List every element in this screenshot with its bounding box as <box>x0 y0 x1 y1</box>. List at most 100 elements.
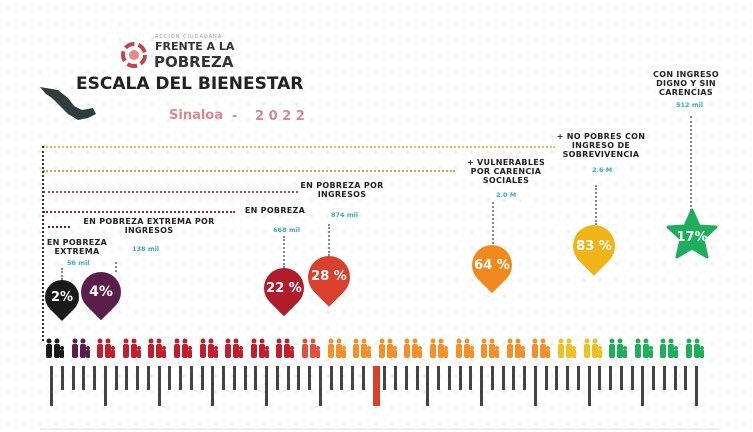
family-icon <box>225 338 244 358</box>
ruler-tick <box>490 366 494 390</box>
ruler-tick <box>157 366 161 406</box>
percent-poverty-income: 28 % <box>311 269 347 284</box>
ruler-tick <box>265 366 268 406</box>
mexico-map-icon <box>40 87 96 120</box>
ruler-tick <box>82 366 86 390</box>
page-title: ESCALA DEL BIENESTAR <box>76 74 304 94</box>
ruler-tick <box>576 366 580 390</box>
value-poverty: 668 mil <box>273 226 301 234</box>
ruler-tick <box>426 366 430 406</box>
percent-non-poor: 83 % <box>576 239 612 254</box>
ruler-tick <box>447 366 451 390</box>
guide-line <box>43 191 298 193</box>
star-icon <box>666 208 718 259</box>
ruler-tick <box>544 366 548 390</box>
ruler-tick <box>286 366 290 390</box>
ruler-tick <box>179 366 182 390</box>
ruler-tick <box>351 366 354 390</box>
guide-line <box>492 202 494 244</box>
separator: - <box>232 109 238 124</box>
ruler-tick <box>480 366 483 406</box>
ruler-tick <box>652 366 655 390</box>
ruler-tick <box>533 366 537 406</box>
ruler-tick <box>329 366 333 390</box>
ruler-tick <box>125 366 129 390</box>
ruler-tick <box>211 366 215 406</box>
ruler-tick <box>136 366 139 390</box>
ruler-tick <box>404 366 408 390</box>
percent-extreme: 2% <box>50 290 74 305</box>
ruler-tick <box>254 366 258 390</box>
org-small: ACCIÓN CIUDADANA <box>155 34 223 40</box>
percent-decent: 17% <box>676 230 708 245</box>
value-vulnerable: 2.0 M <box>496 191 517 199</box>
value-poverty-income: 874 mil <box>331 211 359 219</box>
guide-line <box>328 224 330 256</box>
ruler-tick <box>619 366 623 390</box>
divider <box>40 428 720 430</box>
guide-line <box>43 211 235 213</box>
ruler-tick <box>609 366 612 390</box>
ruler-tick <box>232 366 236 390</box>
ruler-tick <box>93 366 96 390</box>
family-icon <box>276 338 295 358</box>
family-icon <box>634 338 653 358</box>
ruler-tick <box>308 366 311 390</box>
family-icon <box>583 338 602 358</box>
ruler-tick <box>103 366 107 406</box>
family-icon <box>430 338 448 358</box>
family-icon <box>46 338 64 358</box>
label-non-poor: + NO POBRES CON INGRESO DE SOBREVIVENCIA <box>556 132 646 159</box>
ruler-tick <box>437 366 440 390</box>
guide-line <box>595 185 597 225</box>
ruler-tick <box>598 366 602 390</box>
ruler-tick <box>189 366 193 390</box>
family-icon <box>71 338 90 358</box>
percent-poverty: 22 % <box>266 281 302 296</box>
label-extreme-income: EN POBREZA EXTREMA POR INGRESOS <box>83 217 215 235</box>
family-icon <box>199 338 218 358</box>
guide-line <box>43 146 555 148</box>
guide-line <box>690 116 692 211</box>
ruler-tick <box>318 366 322 406</box>
family-icon <box>532 338 551 358</box>
family-icon <box>327 338 346 358</box>
ruler-tick <box>469 366 473 390</box>
ruler-tick <box>275 366 279 390</box>
ruler-tick <box>297 366 301 390</box>
family-icon <box>378 338 397 358</box>
family-icon <box>455 338 474 358</box>
ruler-tick <box>114 366 118 390</box>
ruler-tick <box>340 366 344 390</box>
family-icon <box>174 338 192 358</box>
guide-line <box>61 268 63 280</box>
ruler-tick <box>458 366 462 390</box>
family-icon <box>302 338 320 358</box>
value-extreme-income: 138 mil <box>132 245 160 253</box>
family-icon <box>97 338 116 358</box>
ruler-tick <box>200 366 204 390</box>
ruler-tick <box>501 366 505 390</box>
ruler-tick <box>523 366 526 390</box>
value-extreme: 56 mil <box>67 259 90 267</box>
ruler-tick <box>662 366 666 390</box>
value-decent: 512 mil <box>676 101 704 109</box>
ruler-tick <box>372 366 380 406</box>
guide-line <box>283 236 285 268</box>
guide-line <box>43 170 455 172</box>
ruler-tick <box>60 366 64 390</box>
guide-line <box>42 146 44 341</box>
family-icon <box>122 338 141 358</box>
label-extreme: EN POBREZA EXTREMA <box>46 238 108 256</box>
family-icon <box>404 338 423 358</box>
family-icon <box>353 338 372 358</box>
ruler-tick <box>361 366 365 390</box>
ruler-tick <box>415 366 419 390</box>
ruler-tick <box>684 366 688 390</box>
ruler-tick <box>222 366 225 390</box>
label-decent: CON INGRESO DIGNO Y SIN CARENCIAS <box>653 70 719 97</box>
family-icon <box>686 338 704 358</box>
percent-vulnerable: 64 % <box>474 258 510 273</box>
label-vulnerable: + VULNERABLES POR CARENCIA SOCIALES <box>466 158 546 185</box>
